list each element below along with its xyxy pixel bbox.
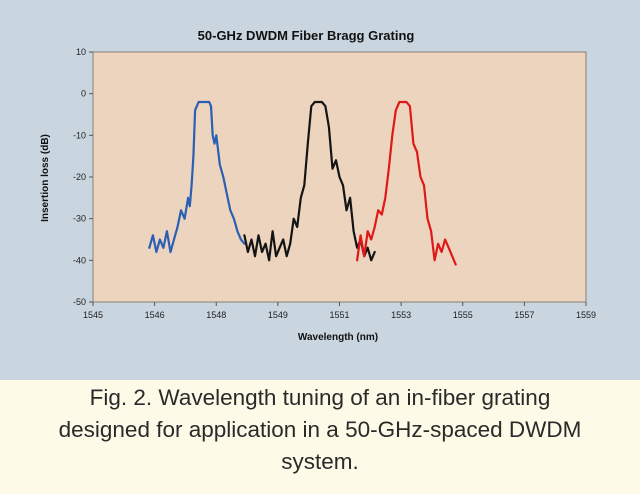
chart: 1545 1546 1548 1549 1551 1553 1555 1557 1559 10 0 -…: [40, 28, 596, 343]
y-tick-label-5: -40: [73, 255, 86, 265]
y-tick-label-0: 10: [76, 47, 86, 57]
y-axis-label: Insertion loss (dB): [40, 134, 51, 222]
x-tick-label-0: 1545: [83, 310, 103, 320]
caption-line-1: Fig. 2. Wavelength tuning of an in-fiber…: [89, 385, 551, 410]
x-tick-label-7: 1557: [514, 310, 534, 320]
y-tick-label-4: -30: [73, 214, 86, 224]
caption-line-2: designed for application in a 50-GHz-spa…: [58, 417, 582, 442]
y-tick-label-3: -20: [73, 172, 86, 182]
chart-title: 50-GHz DWDM Fiber Bragg Grating: [198, 28, 415, 43]
x-tick-label-2: 1548: [206, 310, 226, 320]
x-tick-label-8: 1559: [576, 310, 596, 320]
x-tick-label-6: 1555: [453, 310, 473, 320]
x-tick-label-5: 1553: [391, 310, 411, 320]
x-tick-label-1: 1546: [145, 310, 165, 320]
y-tick-label-1: 0: [81, 89, 86, 99]
caption-line-3: system.: [281, 449, 359, 474]
x-axis-label: Wavelength (nm): [298, 332, 378, 343]
y-tick-label-6: -50: [73, 297, 86, 307]
series-line-3: [356, 100, 457, 266]
series-line-1: [148, 100, 246, 254]
x-tick-label-3: 1549: [268, 310, 288, 320]
x-tick-label-4: 1551: [329, 310, 349, 320]
y-tick-label-2: -10: [73, 130, 86, 140]
series-line-2: [243, 100, 376, 262]
figure-caption: Fig. 2. Wavelength tuning of an in-fiber…: [0, 382, 640, 494]
